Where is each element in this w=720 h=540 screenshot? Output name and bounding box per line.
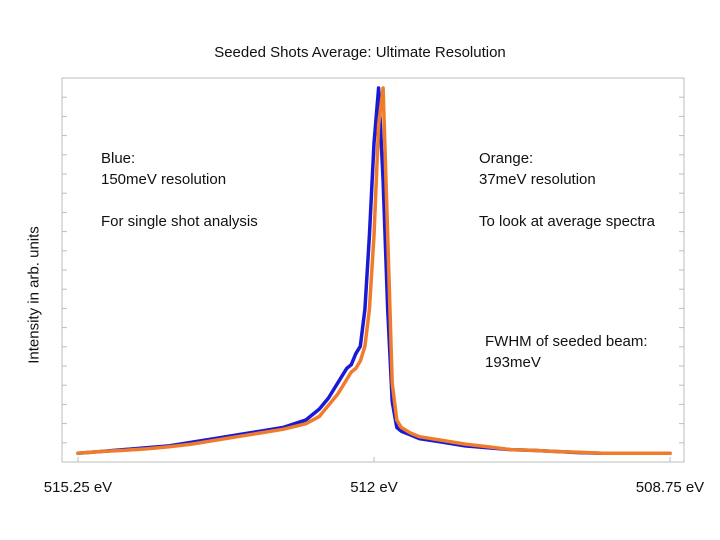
annotation-blue: Blue: 150meV resolution For single shot …	[101, 150, 258, 230]
series-line-1	[76, 86, 672, 456]
x-tick-label: 508.75 eV	[636, 479, 704, 496]
annotation-orange: Orange: 37meV resolution To look at aver…	[479, 150, 655, 230]
x-tick-label: 515.25 eV	[44, 479, 112, 496]
series-line-0	[76, 86, 672, 456]
chart-title: Seeded Shots Average: Ultimate Resolutio…	[214, 44, 506, 61]
annotation-fwhm: FWHM of seeded beam: 193meV	[485, 333, 648, 371]
x-tick-label: 512 eV	[350, 479, 398, 496]
